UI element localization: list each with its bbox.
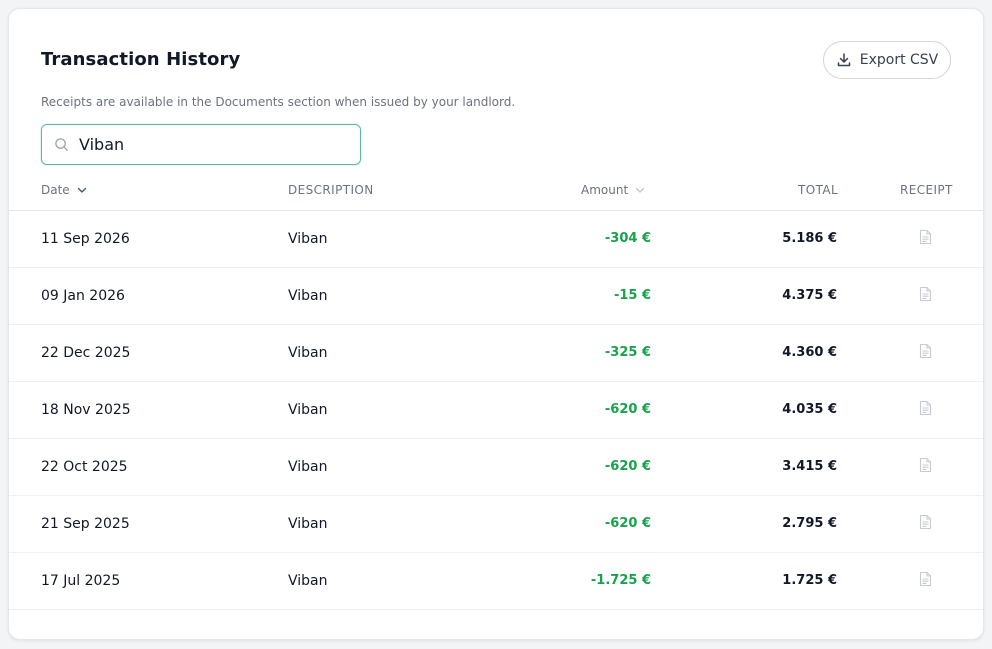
receipt-document-icon[interactable] (919, 229, 932, 249)
table-row[interactable]: 18 Nov 2025 Viban -620 € 4.035 € (9, 382, 983, 439)
row-total: 4.375 € (782, 288, 837, 303)
export-csv-button[interactable]: Export CSV (823, 41, 951, 79)
row-description: Viban (288, 345, 328, 361)
table-row[interactable]: 17 Jul 2025 Viban -1.725 € 1.725 € (9, 553, 983, 610)
column-amount[interactable]: Amount (581, 183, 646, 197)
table-row[interactable]: 09 Jan 2026 Viban -15 € 4.375 € (9, 268, 983, 325)
row-date: 11 Sep 2026 (41, 231, 130, 247)
search-field[interactable] (41, 124, 361, 165)
row-date: 18 Nov 2025 (41, 402, 131, 418)
row-description: Viban (288, 516, 328, 532)
receipt-document-icon[interactable] (919, 343, 932, 363)
chevron-down-icon (635, 187, 645, 193)
column-total: TOTAL (798, 183, 838, 197)
row-total: 2.795 € (782, 516, 837, 531)
document-icon (919, 571, 932, 587)
chevron-down-icon (77, 187, 86, 193)
download-icon (837, 53, 850, 67)
row-date: 22 Dec 2025 (41, 345, 131, 361)
document-icon (919, 400, 932, 416)
table-row[interactable]: 22 Dec 2025 Viban -325 € 4.360 € (9, 325, 983, 382)
column-description: DESCRIPTION (288, 183, 374, 197)
row-description: Viban (288, 459, 328, 475)
document-icon (919, 229, 932, 245)
row-total: 3.415 € (782, 459, 837, 474)
export-csv-label: Export CSV (859, 52, 939, 68)
row-total: 4.360 € (782, 345, 837, 360)
row-date: 21 Sep 2025 (41, 516, 130, 532)
search-input[interactable] (79, 135, 339, 154)
search-icon (55, 138, 68, 151)
receipt-document-icon[interactable] (919, 457, 932, 477)
column-receipt: RECEIPT (900, 183, 953, 197)
receipts-info-text: Receipts are available in the Documents … (41, 95, 516, 109)
row-amount: -620 € (604, 402, 651, 417)
column-date[interactable]: Date (41, 183, 88, 197)
row-amount: -15 € (613, 288, 651, 303)
row-total: 1.725 € (782, 573, 837, 588)
receipt-document-icon[interactable] (919, 514, 932, 534)
row-total: 5.186 € (782, 231, 837, 246)
document-icon (919, 457, 932, 473)
column-amount-label: Amount (581, 183, 629, 197)
row-amount: -620 € (604, 459, 651, 474)
table-row[interactable]: 22 Oct 2025 Viban -620 € 3.415 € (9, 439, 983, 496)
row-date: 22 Oct 2025 (41, 459, 128, 475)
receipt-document-icon[interactable] (919, 286, 932, 306)
column-date-label: Date (41, 183, 70, 197)
column-receipt-label: RECEIPT (900, 183, 953, 197)
document-icon (919, 514, 932, 530)
document-icon (919, 343, 932, 359)
row-date: 17 Jul 2025 (41, 573, 121, 589)
document-icon (919, 286, 932, 302)
row-date: 09 Jan 2026 (41, 288, 125, 304)
row-description: Viban (288, 288, 328, 304)
table-header: Date DESCRIPTION Amount TOTAL RECEIPT (9, 177, 983, 211)
row-total: 4.035 € (782, 402, 837, 417)
row-amount: -304 € (604, 231, 651, 246)
table-row[interactable]: 21 Sep 2025 Viban -620 € 2.795 € (9, 496, 983, 553)
row-amount: -620 € (604, 516, 651, 531)
transaction-history-card: Transaction History Export CSV Receipts … (8, 8, 984, 640)
column-description-label: DESCRIPTION (288, 183, 374, 197)
column-total-label: TOTAL (798, 183, 839, 197)
row-amount: -1.725 € (590, 573, 651, 588)
row-description: Viban (288, 231, 328, 247)
table-row[interactable]: 11 Sep 2026 Viban -304 € 5.186 € (9, 211, 983, 268)
row-description: Viban (288, 573, 328, 589)
row-description: Viban (288, 402, 328, 418)
receipt-document-icon[interactable] (919, 400, 932, 420)
receipt-document-icon[interactable] (919, 571, 932, 591)
page-title: Transaction History (41, 49, 241, 70)
row-amount: -325 € (604, 345, 651, 360)
